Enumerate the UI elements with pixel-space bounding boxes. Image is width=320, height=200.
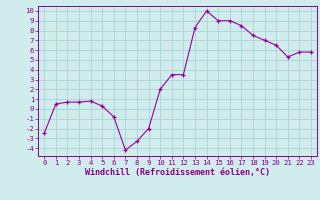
X-axis label: Windchill (Refroidissement éolien,°C): Windchill (Refroidissement éolien,°C)	[85, 168, 270, 177]
